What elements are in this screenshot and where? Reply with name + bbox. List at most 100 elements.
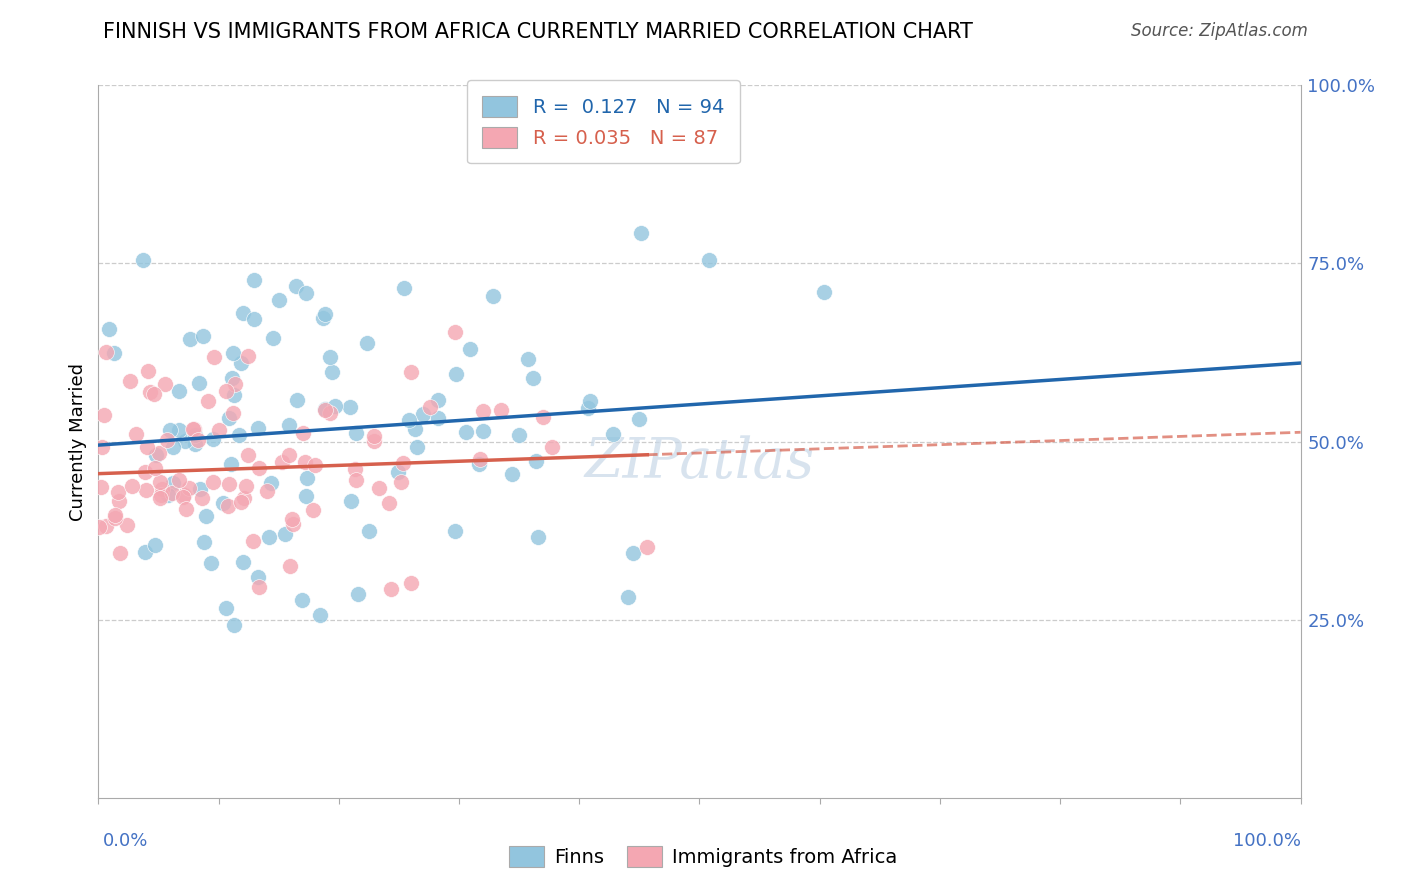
Point [522,371,544,385]
Point [191,491,214,505]
Point [94,345,117,359]
Point [259,530,281,544]
Point [623,546,645,560]
Point [194,508,217,523]
Point [579,393,602,408]
Point [184,437,207,451]
Point [134,465,156,479]
Point [291,426,314,441]
Point [294,489,316,503]
Point [172,491,194,505]
Point [617,591,640,605]
Point [356,336,378,351]
Point [188,482,211,496]
Point [271,455,294,469]
Point [229,356,252,370]
Point [399,576,422,591]
Point [107,485,129,500]
Point [162,441,184,455]
Point [118,374,141,388]
Point [187,434,209,448]
Point [314,403,336,417]
Point [224,388,246,402]
Point [357,524,380,538]
Point [238,349,260,363]
Point [471,425,494,439]
Point [399,365,422,379]
Point [489,403,512,417]
Point [218,477,240,491]
Point [215,384,238,399]
Point [218,411,240,425]
Point [472,404,495,418]
Point [238,448,260,462]
Point [167,473,190,487]
Point [309,607,332,622]
Legend: Finns, Immigrants from Africa: Finns, Immigrants from Africa [501,838,905,875]
Point [526,454,548,468]
Point [380,582,402,597]
Point [156,433,179,447]
Point [93,408,115,422]
Point [208,423,231,437]
Point [139,385,162,400]
Point [212,496,235,510]
Point [281,517,304,532]
Point [121,479,143,493]
Point [232,555,254,569]
Point [246,570,269,584]
Text: Source: ZipAtlas.com: Source: ZipAtlas.com [1130,22,1308,40]
Point [222,618,245,632]
Point [444,325,467,339]
Point [167,424,190,438]
Point [217,499,239,513]
Point [153,377,176,392]
Point [340,494,363,508]
Point [516,351,538,366]
Text: 100.0%: 100.0% [1233,831,1301,849]
Point [325,399,347,413]
Point [187,376,209,390]
Point [301,503,323,517]
Point [319,406,342,420]
Point [295,471,318,485]
Point [541,440,564,454]
Point [91,440,114,454]
Point [628,412,651,426]
Point [247,460,270,475]
Point [267,293,290,307]
Point [94,519,117,533]
Point [412,407,434,421]
Point [160,485,183,500]
Point [150,488,173,502]
Point [136,363,159,377]
Point [232,305,254,319]
Point [363,429,385,443]
Point [156,488,179,502]
Point [419,401,441,415]
Point [219,458,242,472]
Point [278,417,301,432]
Point [311,311,333,326]
Point [202,475,225,489]
Point [202,350,225,364]
Point [191,329,214,343]
Y-axis label: Currently Married: Currently Married [69,362,87,521]
Point [108,494,131,508]
Point [344,461,367,475]
Point [274,527,297,541]
Point [148,445,170,459]
Point [89,520,111,534]
Point [392,280,415,294]
Point [278,559,301,574]
Point [173,488,195,502]
Point [446,367,468,381]
Point [697,252,720,267]
Point [143,537,166,551]
Point [184,427,207,442]
Point [246,420,269,434]
Point [104,508,127,522]
Point [427,411,450,425]
Point [344,425,367,440]
Point [183,422,205,436]
